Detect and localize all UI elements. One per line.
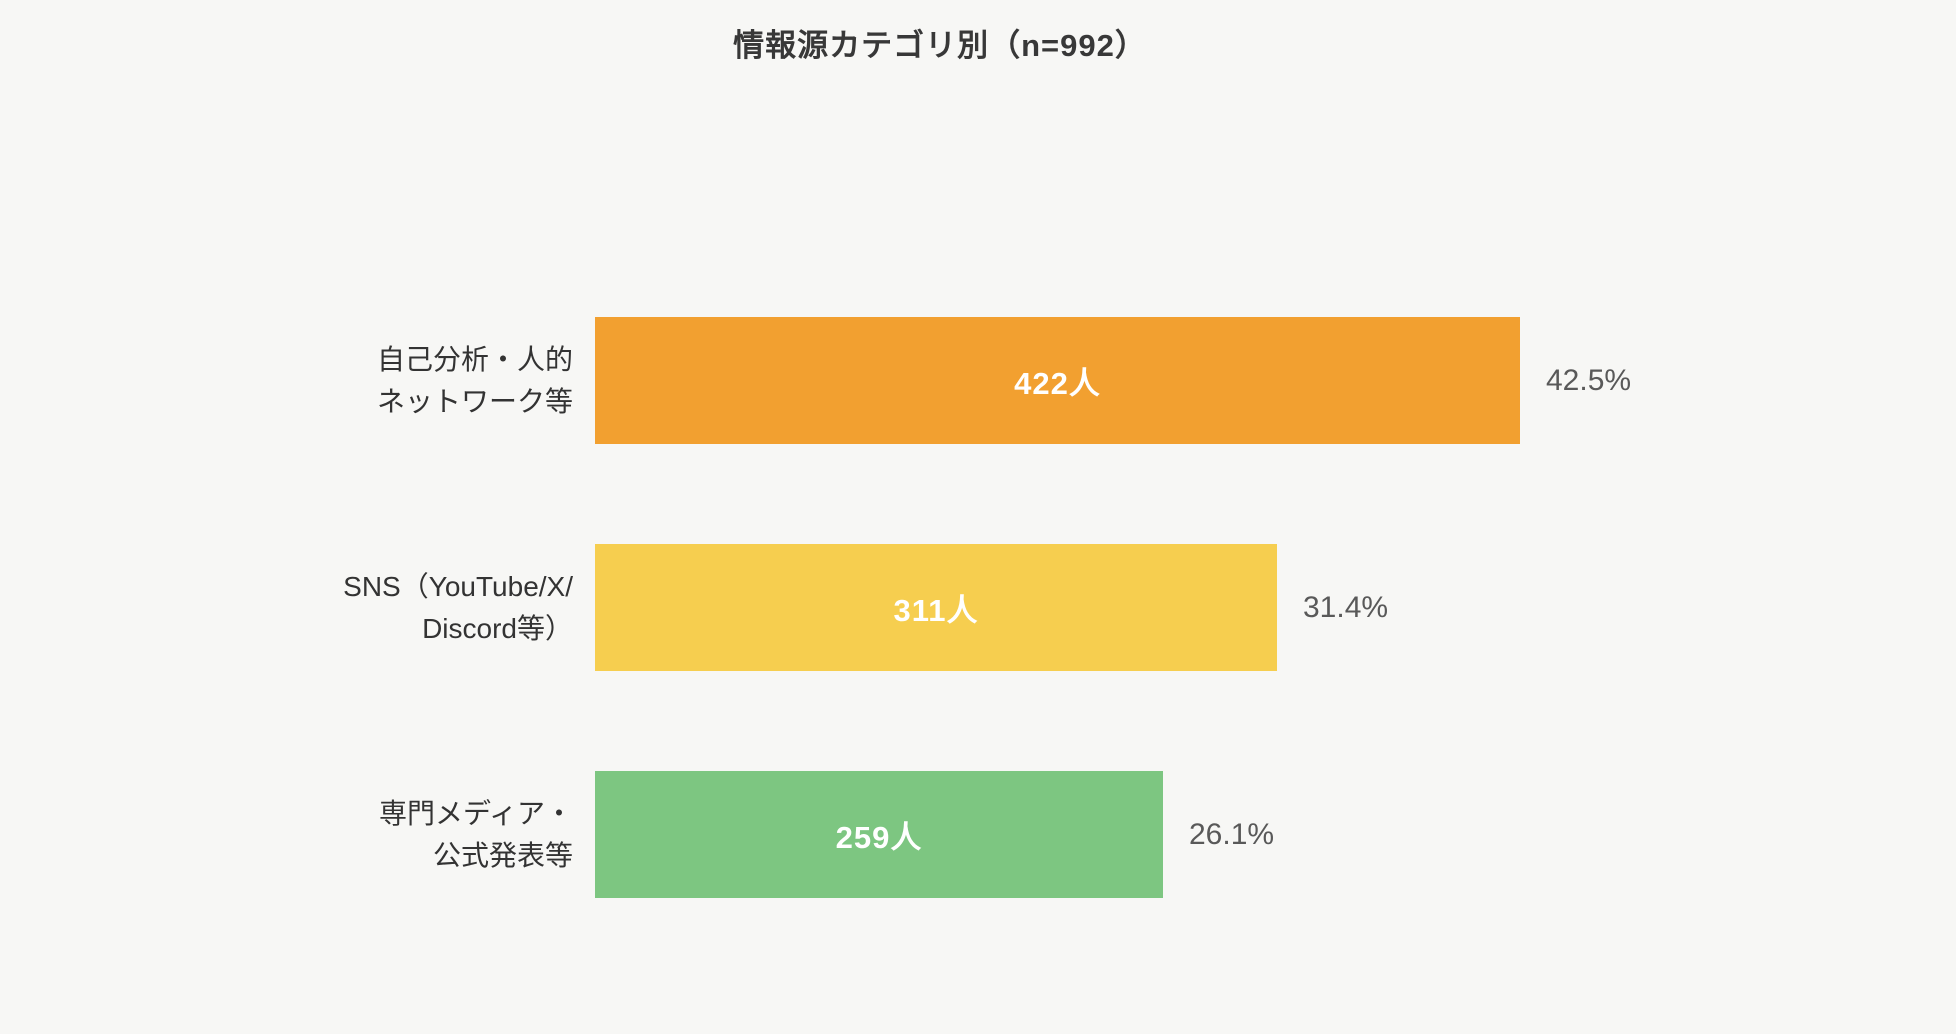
bar-row: 専門メディア・ 公式発表等 259人 26.1% bbox=[0, 771, 1880, 898]
bar-area: 311人 31.4% bbox=[595, 544, 1880, 671]
bar-percent-label: 31.4% bbox=[1303, 590, 1389, 624]
category-label: 自己分析・人的 ネットワーク等 bbox=[376, 343, 573, 417]
bar-row: 自己分析・人的 ネットワーク等 422人 42.5% bbox=[0, 317, 1880, 444]
bar-percent-label: 42.5% bbox=[1546, 363, 1632, 397]
bar: 311人 bbox=[595, 544, 1277, 671]
category-label: SNS（YouTube/X/ Discord等） bbox=[343, 570, 573, 644]
bar: 259人 bbox=[595, 771, 1163, 898]
bar-value-label: 422人 bbox=[1014, 366, 1101, 401]
bar-area: 259人 26.1% bbox=[595, 771, 1880, 898]
bar-value-label: 259人 bbox=[835, 820, 923, 855]
chart-title: 情報源カテゴリ別（n=992） bbox=[733, 28, 1147, 63]
bar-row: SNS（YouTube/X/ Discord等） 311人 31.4% bbox=[0, 544, 1880, 671]
bar-chart: 情報源カテゴリ別（n=992） 自己分析・人的 ネットワーク等 422人 42.… bbox=[0, 28, 1880, 898]
bar-percent-label: 26.1% bbox=[1189, 817, 1275, 851]
bar: 422人 bbox=[595, 317, 1520, 444]
bar-value-label: 311人 bbox=[893, 593, 979, 628]
bar-area: 422人 42.5% bbox=[595, 317, 1880, 444]
chart-rows: 自己分析・人的 ネットワーク等 422人 42.5% SNS（YouTube/X… bbox=[0, 317, 1880, 898]
category-label: 専門メディア・ 公式発表等 bbox=[378, 797, 573, 871]
